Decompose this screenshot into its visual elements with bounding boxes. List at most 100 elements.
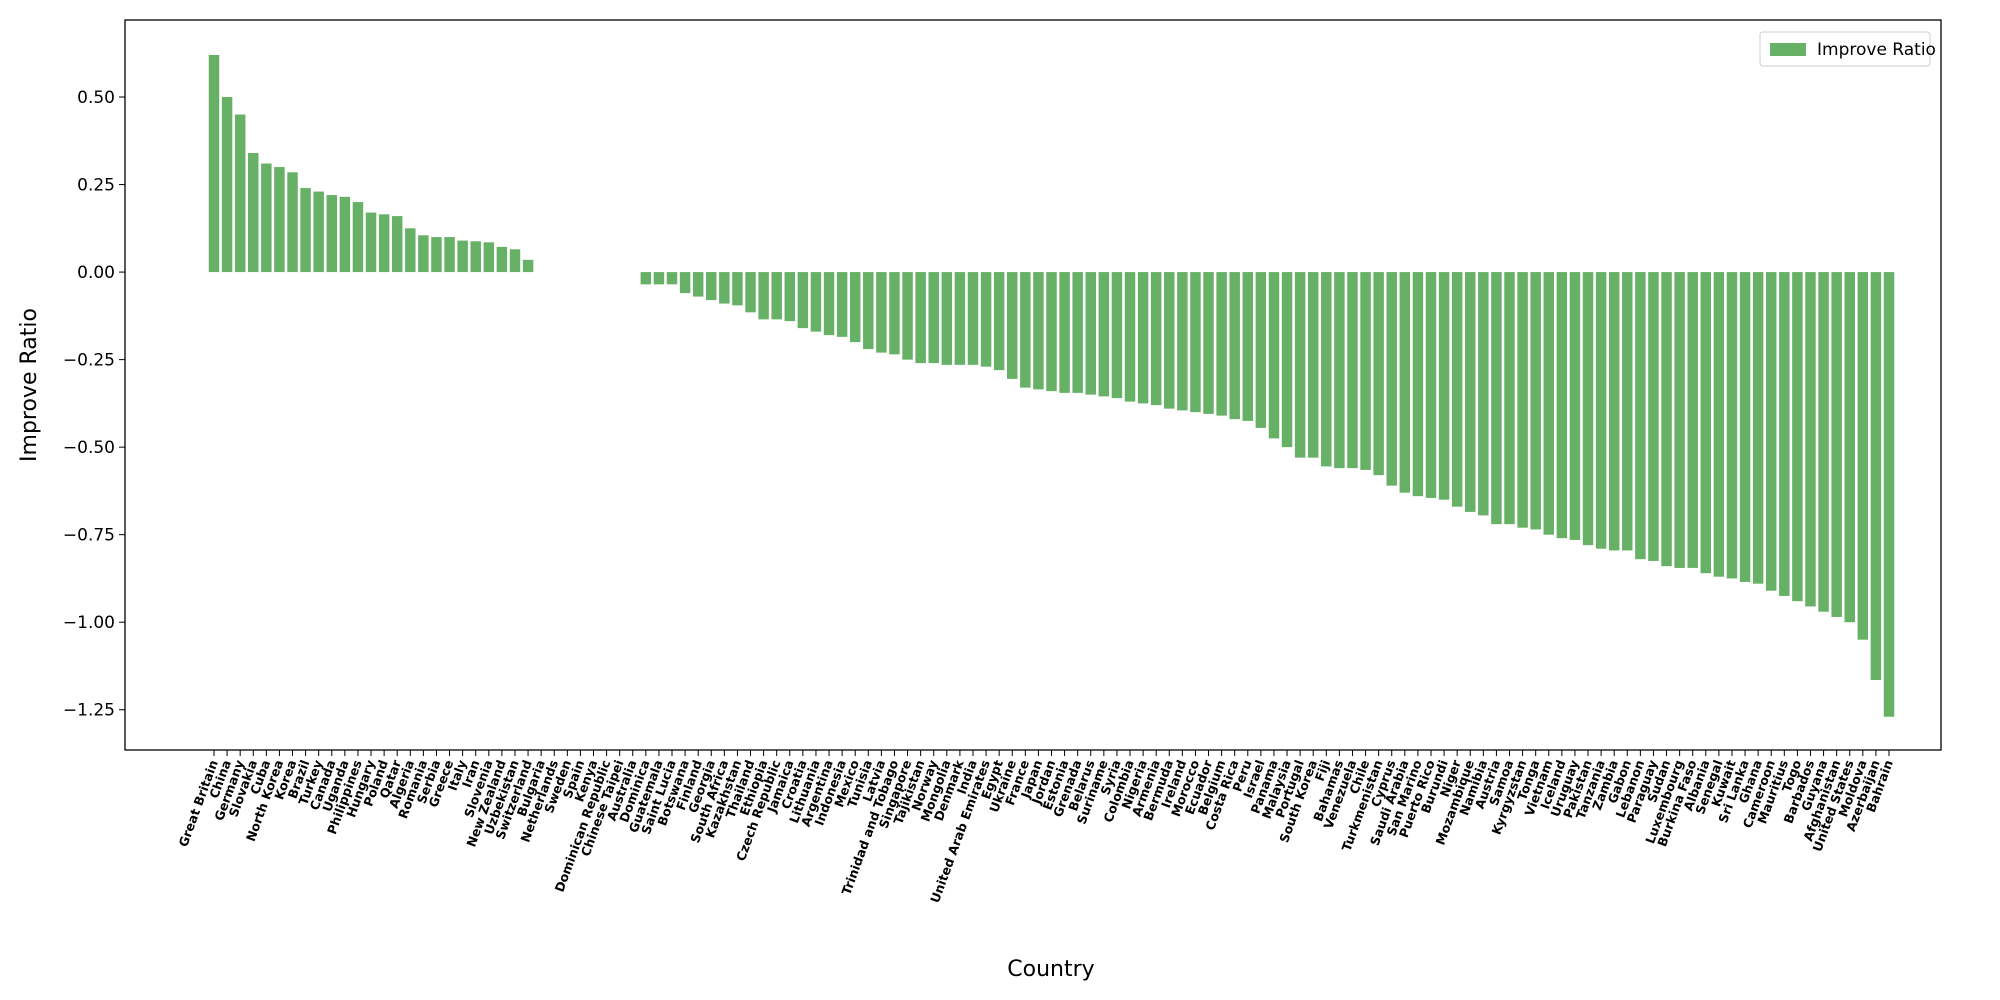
bar	[1137, 272, 1149, 404]
bar	[1608, 272, 1620, 551]
y-tick-label: −0.25	[63, 351, 115, 371]
bar	[326, 195, 338, 273]
bar	[431, 237, 442, 273]
bar	[1020, 272, 1031, 388]
bar	[849, 272, 861, 343]
bar	[1281, 272, 1293, 448]
bar	[365, 212, 377, 273]
bar	[1307, 272, 1319, 458]
bar	[863, 272, 874, 350]
x-tick-label: Fiji	[1312, 758, 1333, 783]
bar	[1805, 272, 1816, 607]
bar	[719, 272, 730, 304]
bar	[221, 97, 233, 273]
bar	[1674, 272, 1685, 568]
y-tick-label: −1.00	[63, 613, 115, 633]
bar	[1870, 272, 1882, 680]
bar	[797, 272, 809, 329]
bar	[993, 272, 1005, 371]
bar	[1268, 272, 1280, 439]
bar	[784, 272, 796, 322]
bar	[1085, 272, 1096, 395]
bar	[405, 228, 416, 273]
y-tick-label: 0.00	[77, 263, 115, 283]
bar	[1242, 272, 1254, 421]
bar	[1687, 272, 1698, 568]
y-tick-label: −1.25	[63, 701, 115, 721]
bar	[1883, 272, 1895, 717]
bar	[1792, 272, 1803, 602]
bar	[261, 163, 272, 273]
bar	[1399, 272, 1411, 493]
bar	[1818, 272, 1829, 612]
bar	[1373, 272, 1384, 476]
bar	[274, 167, 285, 273]
bar	[1216, 272, 1227, 416]
bar	[1386, 272, 1397, 486]
bar	[1556, 272, 1568, 539]
bar	[300, 188, 311, 273]
bar	[1726, 272, 1738, 579]
bar	[967, 272, 979, 365]
bar	[692, 272, 704, 297]
bar	[1203, 272, 1214, 414]
bar	[1072, 272, 1083, 393]
bar	[679, 272, 691, 294]
bar	[509, 249, 521, 273]
bar	[1059, 272, 1070, 393]
bar	[1177, 272, 1188, 411]
bar	[1700, 272, 1712, 574]
bar	[1098, 272, 1110, 397]
bar	[902, 272, 913, 360]
bar	[1765, 272, 1777, 591]
bar	[876, 272, 887, 353]
bar	[1713, 272, 1725, 577]
bar	[1504, 272, 1515, 525]
bar	[1569, 272, 1581, 540]
legend-box	[1759, 31, 1931, 67]
bar	[1334, 272, 1345, 469]
bar	[470, 241, 481, 273]
bar	[980, 272, 992, 367]
bar	[1648, 272, 1659, 561]
bar	[483, 242, 495, 273]
bar	[889, 272, 900, 355]
bar	[1739, 272, 1751, 582]
bar	[1229, 272, 1240, 420]
bar	[1752, 272, 1764, 584]
legend-label: Improve Ratio	[1817, 40, 1936, 60]
bar	[954, 272, 966, 365]
bar	[248, 153, 259, 273]
bar	[1294, 272, 1306, 458]
bar	[391, 216, 403, 273]
bar	[1438, 272, 1450, 500]
bar	[653, 272, 665, 285]
bar	[1622, 272, 1633, 551]
bar	[1543, 272, 1554, 535]
bar	[457, 240, 468, 273]
y-tick-label: −0.50	[63, 438, 115, 458]
y-tick-label: 0.25	[77, 176, 115, 196]
y-axis-label: Improve Ratio	[17, 308, 42, 462]
bar	[1360, 272, 1371, 470]
bar	[1582, 272, 1594, 546]
bar	[732, 272, 743, 306]
bar	[1164, 272, 1175, 409]
bar	[1425, 272, 1437, 498]
bar	[339, 196, 351, 273]
bar	[810, 272, 822, 332]
bar	[1595, 272, 1607, 549]
bar	[1491, 272, 1502, 525]
bar	[313, 191, 324, 273]
bar	[1111, 272, 1123, 399]
bar	[496, 246, 508, 273]
bar	[1478, 272, 1489, 516]
bar	[1530, 272, 1541, 530]
bar	[1321, 272, 1332, 467]
y-tick-label: −0.75	[63, 526, 115, 546]
bar	[745, 272, 756, 313]
bar	[418, 235, 429, 273]
bar	[287, 172, 298, 273]
bar	[208, 55, 220, 273]
